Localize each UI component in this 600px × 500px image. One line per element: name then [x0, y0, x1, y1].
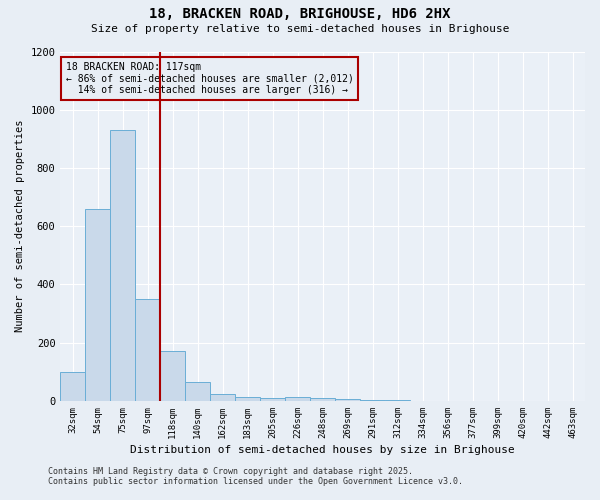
Bar [160, 352, 185, 401]
X-axis label: Distribution of semi-detached houses by size in Brighouse: Distribution of semi-detached houses by … [130, 445, 515, 455]
Bar [110, 130, 136, 401]
Bar [61, 372, 85, 401]
Bar [210, 394, 235, 401]
Bar [185, 382, 210, 401]
Bar [136, 299, 160, 401]
Text: Contains HM Land Registry data © Crown copyright and database right 2025.
Contai: Contains HM Land Registry data © Crown c… [48, 466, 463, 486]
Y-axis label: Number of semi-detached properties: Number of semi-detached properties [15, 120, 25, 332]
Bar [335, 400, 360, 401]
Text: 18 BRACKEN ROAD: 117sqm
← 86% of semi-detached houses are smaller (2,012)
  14% : 18 BRACKEN ROAD: 117sqm ← 86% of semi-de… [65, 62, 353, 95]
Bar [85, 209, 110, 401]
Text: Size of property relative to semi-detached houses in Brighouse: Size of property relative to semi-detach… [91, 24, 509, 34]
Bar [385, 400, 410, 401]
Bar [285, 396, 310, 401]
Bar [260, 398, 285, 401]
Bar [235, 396, 260, 401]
Text: 18, BRACKEN ROAD, BRIGHOUSE, HD6 2HX: 18, BRACKEN ROAD, BRIGHOUSE, HD6 2HX [149, 8, 451, 22]
Bar [310, 398, 335, 401]
Bar [360, 400, 385, 401]
